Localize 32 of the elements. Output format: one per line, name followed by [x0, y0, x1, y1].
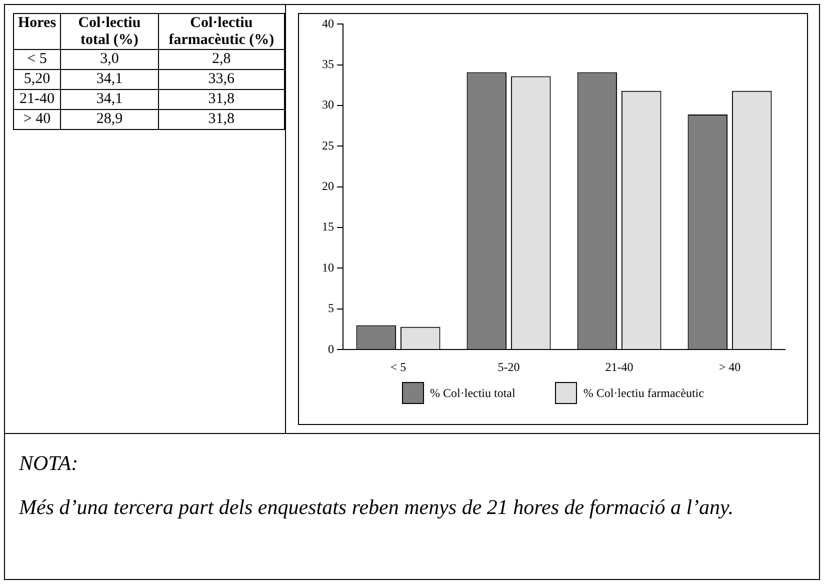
text: 31,8	[158, 110, 284, 130]
y-tick-label: 30	[322, 98, 334, 112]
y-tick-label: 5	[328, 301, 334, 316]
x-tick-label: 5-20	[498, 360, 520, 374]
y-tick-label: 0	[328, 342, 334, 356]
text: 33,6	[158, 70, 284, 90]
y-tick-label: 10	[322, 260, 334, 274]
text: 34,1	[60, 70, 158, 90]
text: NOTA:	[19, 450, 80, 477]
text: 5,20	[14, 70, 61, 90]
text: Hores	[14, 14, 61, 50]
legend-label: % Col·lectiu total	[430, 386, 516, 400]
text: 31,8	[158, 90, 284, 110]
text: 3,0	[60, 50, 158, 70]
y-tick-label: 20	[322, 179, 334, 194]
text: 34,1	[60, 90, 158, 110]
x-tick-label: > 40	[718, 360, 741, 374]
text: 21-40	[14, 90, 61, 110]
x-tick-label: < 5	[390, 360, 406, 374]
text: 2,8	[158, 50, 284, 70]
y-tick-label: 35	[322, 57, 334, 72]
y-tick-label: 25	[322, 138, 334, 152]
legend-label: % Col·lectiu farmacèutic	[583, 386, 704, 400]
text: < 5	[14, 50, 61, 70]
text: 28,9	[60, 110, 158, 130]
text: Col·lectiu farmacèutic (%)	[158, 14, 284, 50]
y-tick-label: 15	[322, 220, 334, 234]
x-tick-label: 21-40	[605, 360, 634, 374]
text: Col·lectiu total (%)	[60, 14, 158, 50]
text: > 40	[14, 110, 61, 130]
text: Més d’una tercera part dels enquestats reben menys de 21 hores de formació a l’any.	[19, 494, 734, 522]
y-tick-label: 40	[322, 16, 334, 30]
